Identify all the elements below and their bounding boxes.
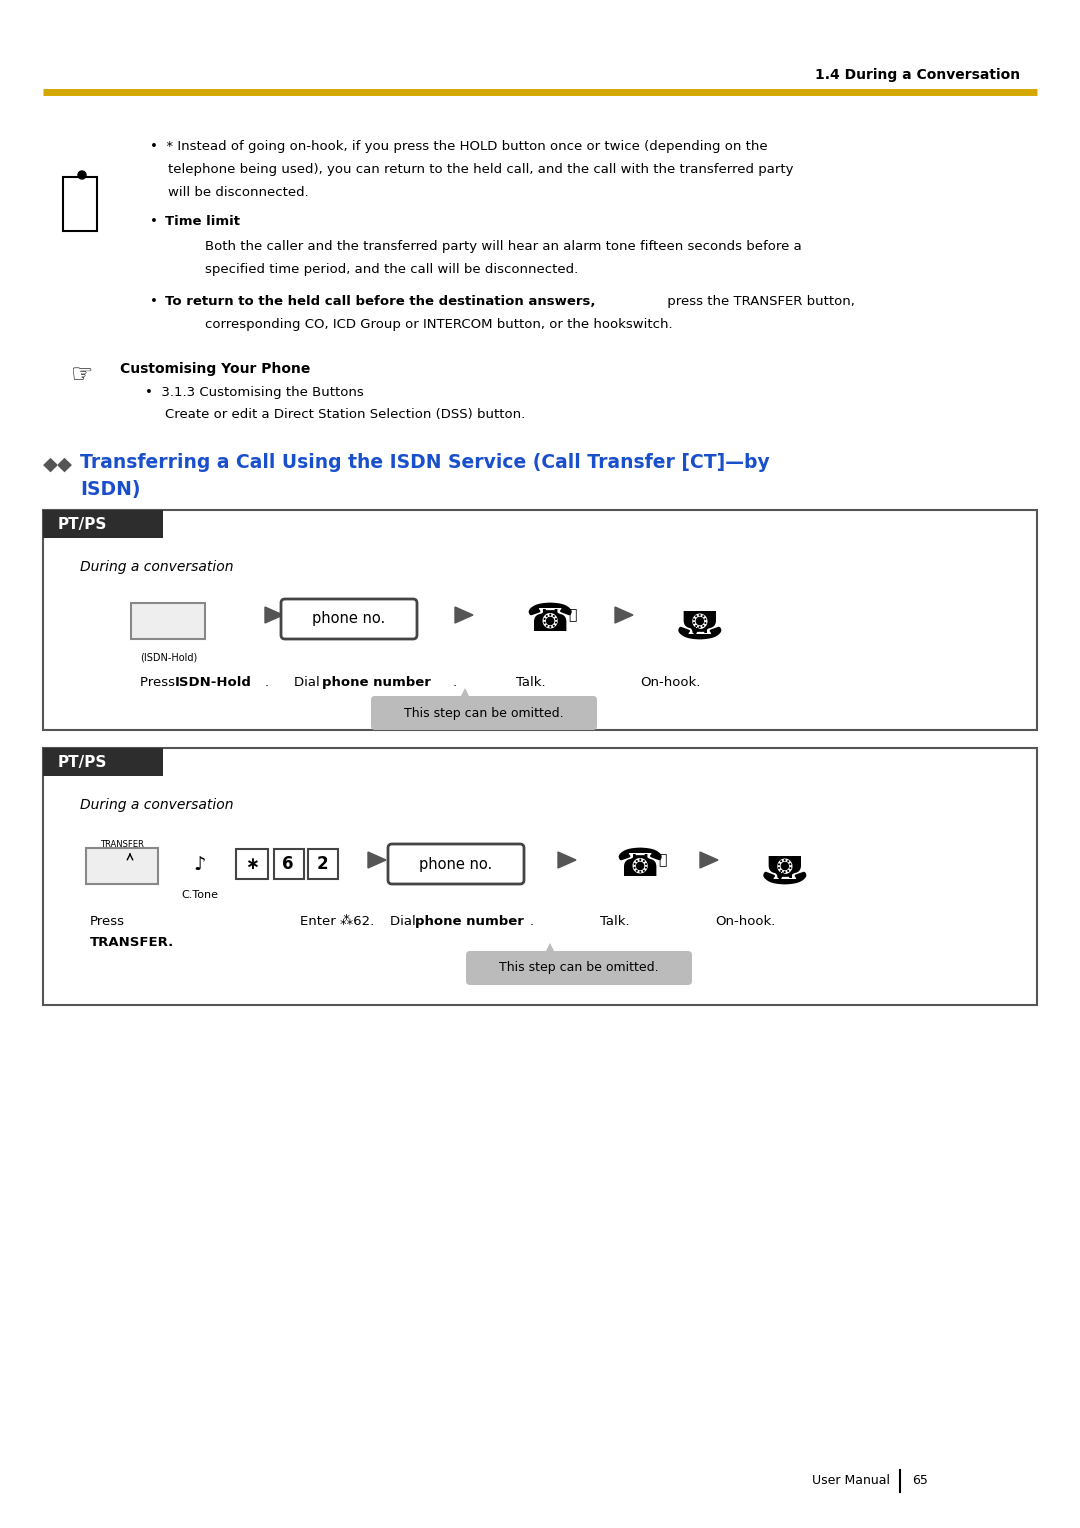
Text: •  * Instead of going on-hook, if you press the HOLD button once or twice (depen: • * Instead of going on-hook, if you pre… <box>150 141 768 153</box>
Text: .: . <box>530 915 535 927</box>
Polygon shape <box>455 607 473 623</box>
Text: phone number: phone number <box>322 675 431 689</box>
Polygon shape <box>460 688 470 698</box>
Text: 65: 65 <box>912 1475 928 1487</box>
FancyBboxPatch shape <box>308 850 338 879</box>
Text: corresponding CO, ICD Group or INTERCOM button, or the hookswitch.: corresponding CO, ICD Group or INTERCOM … <box>205 318 673 332</box>
Text: Time limit: Time limit <box>165 215 240 228</box>
Text: specified time period, and the call will be disconnected.: specified time period, and the call will… <box>205 263 578 277</box>
FancyBboxPatch shape <box>63 177 97 231</box>
Text: Dial: Dial <box>294 675 324 689</box>
Polygon shape <box>265 607 283 623</box>
FancyBboxPatch shape <box>43 749 163 776</box>
FancyBboxPatch shape <box>465 950 692 986</box>
Text: Create or edit a Direct Station Selection (DSS) button.: Create or edit a Direct Station Selectio… <box>165 408 525 422</box>
Text: Enter ⁂62.: Enter ⁂62. <box>300 915 375 927</box>
Text: .: . <box>265 675 269 689</box>
Text: TRANSFER: TRANSFER <box>100 840 144 850</box>
Text: This step can be omitted.: This step can be omitted. <box>404 706 564 720</box>
FancyBboxPatch shape <box>274 850 303 879</box>
Text: During a conversation: During a conversation <box>80 798 233 811</box>
Polygon shape <box>368 853 386 868</box>
Text: During a conversation: During a conversation <box>80 559 233 575</box>
Text: phone no.: phone no. <box>312 611 386 626</box>
FancyBboxPatch shape <box>237 850 268 879</box>
FancyBboxPatch shape <box>131 604 205 639</box>
Text: 2: 2 <box>316 856 328 872</box>
Polygon shape <box>615 607 633 623</box>
Text: Press: Press <box>140 675 179 689</box>
Polygon shape <box>558 853 576 868</box>
Text: ⦾: ⦾ <box>658 853 666 866</box>
FancyBboxPatch shape <box>388 843 524 885</box>
FancyBboxPatch shape <box>372 695 597 730</box>
Text: On-hook.: On-hook. <box>640 675 700 689</box>
Text: Transferring a Call Using the ISDN Service (Call Transfer [CT]—by: Transferring a Call Using the ISDN Servi… <box>80 452 770 472</box>
Circle shape <box>78 171 86 179</box>
Text: ♪: ♪ <box>193 856 206 874</box>
Text: •  3.1.3 Customising the Buttons: • 3.1.3 Customising the Buttons <box>145 387 364 399</box>
Text: press the TRANSFER button,: press the TRANSFER button, <box>663 295 855 309</box>
Text: ☎: ☎ <box>671 601 719 639</box>
Text: ☎: ☎ <box>616 847 664 885</box>
Text: C.Tone: C.Tone <box>181 889 218 900</box>
Text: telephone being used), you can return to the held call, and the call with the tr: telephone being used), you can return to… <box>168 163 794 176</box>
Text: ISDN): ISDN) <box>80 480 140 500</box>
Text: .: . <box>453 675 457 689</box>
Text: •: • <box>150 215 166 228</box>
Text: •: • <box>150 295 166 309</box>
Text: phone no.: phone no. <box>419 857 492 871</box>
Text: This step can be omitted.: This step can be omitted. <box>499 961 659 975</box>
Text: Talk.: Talk. <box>516 675 545 689</box>
Text: Press: Press <box>90 915 125 927</box>
Text: On-hook.: On-hook. <box>715 915 775 927</box>
FancyBboxPatch shape <box>86 848 158 885</box>
Text: Dial: Dial <box>390 915 420 927</box>
Polygon shape <box>700 853 718 868</box>
Text: will be disconnected.: will be disconnected. <box>168 186 309 199</box>
FancyBboxPatch shape <box>281 599 417 639</box>
Text: 1.4 During a Conversation: 1.4 During a Conversation <box>815 69 1020 83</box>
Text: ⦾: ⦾ <box>568 608 577 622</box>
Text: (ISDN-Hold): (ISDN-Hold) <box>140 652 198 663</box>
FancyBboxPatch shape <box>43 510 163 538</box>
Text: PT/PS: PT/PS <box>58 516 107 532</box>
Text: To return to the held call before the destination answers,: To return to the held call before the de… <box>165 295 595 309</box>
Text: Customising Your Phone: Customising Your Phone <box>120 362 310 376</box>
Text: ISDN-Hold: ISDN-Hold <box>175 675 252 689</box>
Text: phone number: phone number <box>415 915 524 927</box>
Polygon shape <box>545 943 555 953</box>
Text: Talk.: Talk. <box>600 915 630 927</box>
Text: PT/PS: PT/PS <box>58 755 107 770</box>
Text: ◆◆: ◆◆ <box>43 455 73 474</box>
Text: ☎: ☎ <box>526 601 575 639</box>
FancyBboxPatch shape <box>43 749 1037 1005</box>
Text: Both the caller and the transferred party will hear an alarm tone fifteen second: Both the caller and the transferred part… <box>205 240 801 254</box>
FancyBboxPatch shape <box>43 510 1037 730</box>
Text: ☞: ☞ <box>71 364 93 387</box>
Text: ∗: ∗ <box>245 856 259 872</box>
Text: TRANSFER.: TRANSFER. <box>90 937 174 949</box>
Text: ☎: ☎ <box>756 847 805 885</box>
Text: User Manual: User Manual <box>812 1475 890 1487</box>
Text: 6: 6 <box>282 856 294 872</box>
